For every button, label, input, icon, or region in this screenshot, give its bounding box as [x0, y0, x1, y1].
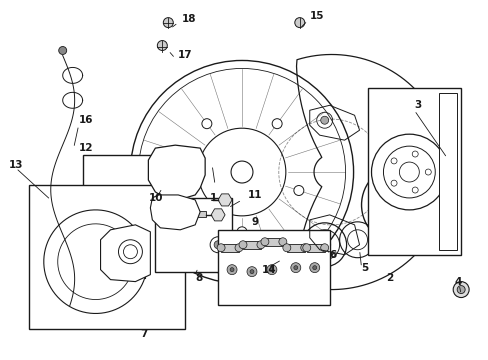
Circle shape: [202, 119, 211, 129]
Circle shape: [381, 213, 388, 220]
Bar: [221, 244, 239, 252]
Polygon shape: [218, 194, 232, 206]
Polygon shape: [148, 145, 205, 198]
Circle shape: [293, 185, 303, 195]
Text: 7: 7: [140, 329, 147, 339]
Text: 1: 1: [210, 193, 217, 203]
Polygon shape: [92, 168, 120, 182]
Bar: [286, 244, 304, 252]
Circle shape: [285, 250, 294, 260]
Text: 18: 18: [182, 14, 196, 24]
Circle shape: [293, 266, 297, 270]
Circle shape: [272, 119, 282, 129]
Text: 4: 4: [453, 276, 461, 287]
Circle shape: [411, 151, 417, 157]
Circle shape: [266, 265, 276, 275]
Bar: [29, 185, 185, 329]
Text: 17: 17: [178, 50, 192, 60]
Bar: [367, 88, 460, 255]
Circle shape: [214, 241, 222, 249]
Bar: [243, 241, 261, 249]
Circle shape: [300, 244, 308, 252]
Polygon shape: [90, 168, 122, 245]
Circle shape: [302, 244, 310, 252]
Bar: [157, 215, 173, 221]
Circle shape: [154, 215, 160, 221]
Circle shape: [282, 244, 290, 252]
Circle shape: [403, 220, 410, 227]
Bar: [190, 211, 206, 217]
Circle shape: [246, 267, 256, 276]
Circle shape: [452, 282, 468, 298]
Bar: [264, 238, 282, 246]
Bar: [82, 155, 175, 260]
Bar: [436, 168, 454, 240]
Bar: [413, 150, 441, 158]
Circle shape: [229, 268, 234, 272]
Circle shape: [456, 285, 464, 293]
Circle shape: [320, 244, 328, 252]
Circle shape: [390, 158, 396, 164]
Text: 6: 6: [329, 250, 336, 260]
Bar: [306, 244, 324, 252]
Circle shape: [312, 266, 316, 270]
Circle shape: [157, 41, 167, 50]
Bar: [155, 198, 232, 272]
Circle shape: [59, 46, 66, 54]
Circle shape: [180, 185, 190, 195]
Circle shape: [411, 187, 417, 193]
Circle shape: [390, 180, 396, 186]
Bar: [438, 93, 456, 250]
Circle shape: [320, 116, 328, 124]
Text: 16: 16: [79, 115, 93, 125]
Polygon shape: [128, 166, 160, 244]
Circle shape: [61, 298, 69, 306]
Text: 14: 14: [262, 265, 276, 275]
Circle shape: [309, 263, 319, 273]
Circle shape: [290, 263, 300, 273]
Text: 8: 8: [195, 273, 202, 283]
Circle shape: [318, 239, 330, 251]
Circle shape: [403, 183, 410, 189]
Text: 12: 12: [79, 143, 93, 153]
Circle shape: [294, 18, 304, 28]
Circle shape: [187, 211, 193, 217]
Bar: [218, 230, 329, 305]
Text: 13: 13: [9, 160, 23, 170]
Circle shape: [261, 238, 268, 246]
Polygon shape: [211, 209, 224, 221]
Text: 2: 2: [386, 273, 393, 283]
Circle shape: [381, 190, 388, 197]
Text: 11: 11: [247, 190, 262, 200]
Text: 3: 3: [413, 100, 421, 110]
Circle shape: [417, 201, 424, 208]
Circle shape: [256, 241, 264, 249]
Polygon shape: [150, 195, 200, 230]
Circle shape: [239, 241, 246, 249]
Circle shape: [237, 227, 246, 237]
Text: 10: 10: [148, 193, 163, 203]
Polygon shape: [101, 225, 150, 282]
Circle shape: [163, 18, 173, 28]
Text: 9: 9: [251, 217, 259, 227]
Circle shape: [217, 244, 224, 252]
Circle shape: [425, 169, 430, 175]
Circle shape: [249, 270, 253, 274]
Text: 5: 5: [361, 263, 368, 273]
Circle shape: [278, 238, 286, 246]
Circle shape: [269, 268, 273, 272]
Text: 15: 15: [309, 11, 324, 21]
Circle shape: [226, 265, 237, 275]
Circle shape: [235, 244, 243, 252]
